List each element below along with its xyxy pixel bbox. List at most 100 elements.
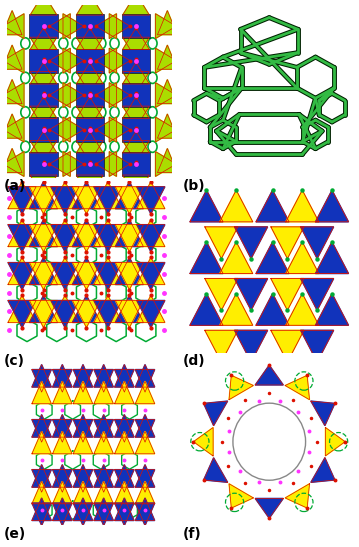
Polygon shape: [115, 258, 144, 284]
Polygon shape: [76, 106, 103, 128]
Polygon shape: [53, 381, 72, 404]
Polygon shape: [73, 470, 93, 492]
Polygon shape: [32, 420, 51, 442]
Polygon shape: [311, 401, 335, 426]
Polygon shape: [115, 187, 144, 214]
Polygon shape: [135, 464, 155, 487]
Polygon shape: [205, 278, 238, 310]
Polygon shape: [96, 48, 117, 73]
Polygon shape: [76, 175, 103, 197]
Polygon shape: [2, 10, 22, 35]
Polygon shape: [94, 364, 113, 387]
Polygon shape: [53, 464, 72, 487]
Ellipse shape: [59, 107, 68, 118]
Polygon shape: [50, 152, 70, 176]
Polygon shape: [286, 190, 319, 222]
Polygon shape: [94, 431, 113, 454]
Polygon shape: [30, 106, 57, 128]
Polygon shape: [115, 481, 134, 504]
Ellipse shape: [21, 141, 30, 153]
Polygon shape: [63, 152, 84, 176]
Polygon shape: [285, 484, 309, 508]
Polygon shape: [53, 420, 72, 442]
Polygon shape: [115, 219, 144, 247]
Polygon shape: [137, 182, 165, 209]
Polygon shape: [53, 470, 72, 492]
Polygon shape: [205, 330, 238, 362]
Polygon shape: [8, 300, 36, 328]
Polygon shape: [73, 381, 93, 404]
Polygon shape: [32, 431, 51, 454]
Polygon shape: [51, 300, 79, 328]
Polygon shape: [30, 97, 57, 119]
Polygon shape: [73, 464, 93, 487]
Polygon shape: [50, 14, 70, 38]
Polygon shape: [73, 370, 93, 392]
Polygon shape: [135, 420, 155, 442]
Polygon shape: [158, 148, 177, 173]
Polygon shape: [53, 364, 72, 387]
Polygon shape: [94, 187, 122, 214]
Polygon shape: [51, 182, 79, 209]
FancyBboxPatch shape: [29, 118, 57, 142]
Polygon shape: [155, 14, 176, 38]
Polygon shape: [135, 364, 155, 387]
Polygon shape: [51, 263, 79, 290]
Polygon shape: [76, 72, 103, 94]
Ellipse shape: [21, 107, 30, 118]
Ellipse shape: [135, 38, 144, 49]
Text: (f): (f): [183, 527, 202, 541]
Polygon shape: [220, 190, 253, 222]
FancyBboxPatch shape: [76, 152, 104, 176]
Polygon shape: [316, 190, 349, 222]
Polygon shape: [73, 258, 101, 284]
Polygon shape: [3, 14, 24, 38]
Polygon shape: [137, 300, 165, 328]
Polygon shape: [94, 258, 122, 284]
Ellipse shape: [97, 141, 106, 153]
Polygon shape: [73, 263, 101, 290]
Polygon shape: [115, 464, 134, 487]
FancyBboxPatch shape: [122, 152, 150, 176]
Polygon shape: [137, 263, 165, 290]
Polygon shape: [32, 381, 51, 404]
Polygon shape: [94, 225, 122, 252]
Polygon shape: [300, 330, 334, 362]
Polygon shape: [94, 420, 113, 442]
Polygon shape: [115, 420, 134, 442]
Polygon shape: [300, 227, 334, 259]
Polygon shape: [325, 428, 345, 456]
Polygon shape: [76, 97, 103, 119]
Ellipse shape: [72, 72, 81, 84]
Polygon shape: [30, 28, 57, 50]
Polygon shape: [316, 242, 349, 274]
Polygon shape: [73, 420, 93, 442]
Polygon shape: [137, 219, 165, 247]
Polygon shape: [123, 106, 149, 128]
Polygon shape: [123, 28, 149, 50]
Polygon shape: [109, 117, 130, 142]
Polygon shape: [220, 294, 253, 325]
Polygon shape: [286, 294, 319, 325]
Polygon shape: [96, 83, 117, 107]
Polygon shape: [3, 83, 24, 107]
Polygon shape: [76, 28, 103, 50]
Polygon shape: [115, 182, 144, 209]
Text: (b): (b): [183, 179, 206, 194]
Ellipse shape: [148, 141, 157, 153]
Text: (d): (d): [183, 354, 206, 369]
Ellipse shape: [59, 38, 68, 49]
Polygon shape: [135, 470, 155, 492]
Polygon shape: [50, 48, 70, 73]
Polygon shape: [123, 141, 149, 162]
Polygon shape: [115, 503, 134, 526]
Text: (c): (c): [4, 354, 24, 369]
Ellipse shape: [233, 403, 306, 480]
Polygon shape: [32, 415, 51, 437]
Polygon shape: [115, 263, 144, 290]
Polygon shape: [51, 295, 79, 322]
Polygon shape: [300, 278, 334, 310]
FancyBboxPatch shape: [76, 118, 104, 142]
Polygon shape: [115, 431, 134, 454]
Polygon shape: [271, 330, 304, 362]
